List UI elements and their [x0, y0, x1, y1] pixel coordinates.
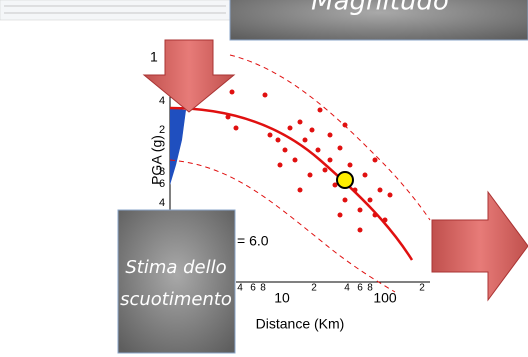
event-marker	[336, 171, 354, 189]
x-tick-label: 4	[237, 283, 243, 294]
observations	[225, 89, 393, 233]
x-tick-label: 2	[419, 283, 425, 294]
lower-bound	[169, 159, 396, 293]
y-tick-label: 6	[159, 178, 165, 190]
title: Magnitudo	[311, 0, 449, 17]
x-tick-label: 8	[260, 283, 266, 294]
x-tick-label: 8	[367, 283, 373, 294]
y-tick-label: 8	[159, 166, 165, 178]
y-tick-label: 4	[159, 197, 165, 209]
seismogram-strip	[0, 0, 231, 21]
x-tick-label: 100	[373, 290, 397, 306]
attenuation-curve	[169, 106, 414, 261]
x-ticks: 4 6 8 10 2 4 6 8 100 2	[237, 283, 425, 306]
x-tick-label: 6	[357, 283, 363, 294]
y-tick-label: 2	[159, 124, 165, 136]
callout-box	[117, 209, 236, 354]
x-tick-label: 10	[274, 290, 290, 306]
y-axis-label: PGA (g)	[149, 135, 165, 185]
callout-text: Stima dello scuotimento	[120, 257, 232, 310]
down-arrow	[142, 39, 236, 113]
x-tick-label: 2	[311, 283, 317, 294]
distribution	[170, 108, 186, 185]
y-tick-label: 4	[159, 95, 165, 107]
y-tick-label: 1	[150, 49, 158, 65]
magnitude-label: = 6.0	[237, 233, 269, 249]
right-arrow	[431, 190, 528, 302]
x-axis-label: Distance (Km)	[256, 316, 345, 332]
title-box	[229, 0, 528, 41]
upper-bound	[229, 54, 431, 221]
y-ticks: 1 4 2 8 6 4	[150, 49, 165, 209]
x-tick-label: 4	[344, 283, 350, 294]
x-tick-label: 6	[250, 283, 256, 294]
